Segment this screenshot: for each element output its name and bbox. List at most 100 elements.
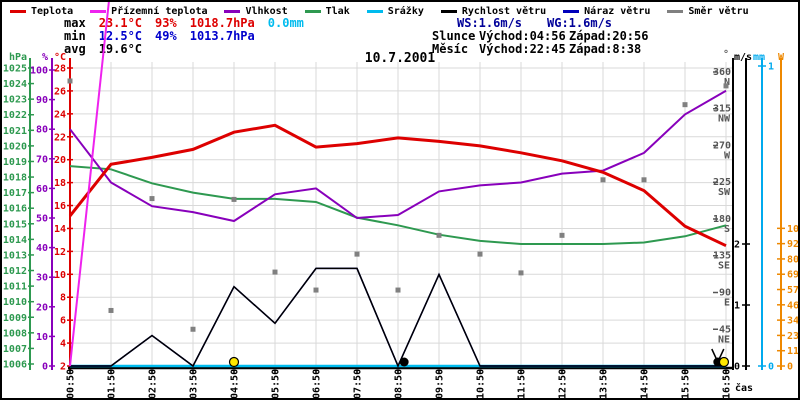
stats-row-sun: Slunce Východ:04:56 Západ:20:56	[432, 30, 648, 43]
series-n-raz-v-tru	[70, 267, 726, 368]
svg-text:115: 115	[787, 346, 800, 357]
legend-label: Přízemní teplota	[111, 6, 208, 17]
legend-swatch-vlhkost-icon	[224, 10, 241, 13]
svg-text:16: 16	[54, 201, 66, 212]
svg-text:2: 2	[734, 240, 740, 251]
legend-item-teplota: Teplota	[10, 6, 73, 17]
svg-text:6: 6	[60, 316, 66, 327]
svg-text:230: 230	[787, 331, 800, 342]
svg-text:460: 460	[787, 300, 800, 311]
gridlines	[69, 62, 733, 366]
axis-time: 00:50 01:50 02:50 03:50 04:50 05:50 06:50 07:50…	[66, 366, 753, 399]
legend-label: Srážky	[387, 6, 424, 17]
svg-text:1009: 1009	[3, 313, 27, 324]
svg-text:1010: 1010	[3, 297, 27, 308]
svg-text:1007: 1007	[3, 344, 27, 355]
svg-text:10: 10	[54, 270, 66, 281]
svg-text:0: 0	[787, 362, 793, 373]
svg-text:1019: 1019	[3, 157, 27, 168]
legend-swatch-naraz-icon	[563, 10, 580, 13]
svg-text:30: 30	[36, 273, 48, 284]
svg-text:W: W	[724, 150, 731, 161]
svg-text:575: 575	[787, 285, 800, 296]
svg-text:1024: 1024	[3, 79, 27, 90]
svg-text:09:50: 09:50	[435, 369, 446, 399]
max-temperature: 23.1°C	[98, 16, 143, 30]
stats-row-moon: Měsíc Východ:22:45 Západ:8:38	[432, 43, 648, 56]
series-sm-r-v-tru	[67, 78, 729, 332]
svg-text:12:50: 12:50	[558, 369, 569, 399]
chart-title: 10.7.2001	[364, 51, 436, 66]
svg-text:45: 45	[719, 324, 731, 335]
sun-marker-icon	[228, 356, 240, 368]
svg-text:01:50: 01:50	[107, 369, 118, 399]
svg-text:10: 10	[36, 332, 48, 343]
svg-text:8: 8	[60, 293, 66, 304]
svg-text:1014: 1014	[3, 235, 27, 246]
max-pressure: 1018.7hPa	[189, 16, 255, 30]
legend-label: Tlak	[325, 6, 350, 17]
svg-text:22: 22	[54, 132, 66, 143]
svg-text:1006: 1006	[3, 360, 27, 371]
chart-legend: Teplota Přízemní teplota Vlhkost Tlak Sr…	[10, 6, 749, 17]
series-teplota	[68, 123, 727, 248]
sunset-time: Západ:20:56	[569, 29, 649, 43]
svg-text:11:50: 11:50	[517, 369, 528, 399]
svg-text:08:50: 08:50	[394, 369, 405, 399]
svg-text:1016: 1016	[3, 204, 27, 215]
svg-text:20: 20	[54, 155, 66, 166]
min-label: min	[64, 29, 86, 43]
legend-swatch-prizemni-icon	[90, 10, 107, 13]
svg-text:20: 20	[36, 302, 48, 313]
legend-label: Náraz větru	[584, 6, 651, 17]
svg-text:90: 90	[36, 95, 48, 106]
svg-text:90: 90	[719, 287, 731, 298]
legend-label: Rychlost větru	[461, 6, 547, 17]
svg-text:1023: 1023	[3, 95, 27, 106]
legend-label: Teplota	[31, 6, 74, 17]
svg-text:06:50: 06:50	[312, 369, 323, 399]
svg-text:02:50: 02:50	[148, 369, 159, 399]
svg-text:4: 4	[60, 339, 66, 350]
svg-text:60: 60	[36, 184, 48, 195]
svg-text:NE: NE	[718, 334, 730, 345]
svg-text:14:50: 14:50	[640, 369, 651, 399]
wind-gust-max: WG:1.6m/s	[547, 16, 613, 30]
dot-marker-icon	[399, 357, 409, 367]
legend-swatch-tlak-icon	[304, 10, 321, 13]
svg-text:13:50: 13:50	[599, 369, 610, 399]
svg-text:1008: 1008	[3, 328, 27, 339]
svg-text:180: 180	[713, 214, 731, 225]
sun-marker-icon	[718, 356, 730, 368]
svg-text:360: 360	[713, 67, 731, 78]
svg-text:05:50: 05:50	[271, 369, 282, 399]
svg-text:04:50: 04:50	[230, 369, 241, 399]
sun-label: Slunce	[432, 29, 476, 43]
svg-text:03:50: 03:50	[189, 369, 200, 399]
legend-label: Vlhkost	[245, 6, 288, 17]
legend-item-naraz-vetru: Náraz větru	[563, 6, 650, 17]
sunrise-time: Východ:04:56	[479, 29, 566, 43]
series-tlak	[69, 165, 727, 245]
series-vlhkost	[69, 89, 727, 223]
svg-text:E: E	[724, 297, 730, 308]
svg-text:270: 270	[713, 140, 731, 151]
axis-radiation: W01152303454605756908059201035	[777, 52, 800, 373]
svg-text:14: 14	[54, 224, 66, 235]
svg-text:225: 225	[713, 177, 731, 188]
svg-text:10:50: 10:50	[476, 369, 487, 399]
moon-label: Měsíc	[432, 42, 469, 56]
svg-text:12: 12	[54, 247, 66, 258]
stats-astro-wind: WS:1.6m/s WG:1.6m/s Slunce Východ:04:56 Záp…	[432, 17, 648, 56]
svg-text:0: 0	[768, 362, 774, 373]
svg-text:345: 345	[787, 316, 800, 327]
svg-text:SE: SE	[718, 261, 730, 272]
svg-text:1021: 1021	[3, 126, 27, 137]
svg-text:0: 0	[42, 362, 48, 373]
min-temperature: 12.5°C	[98, 29, 143, 43]
legend-item-smer-vetru: Směr větru	[667, 6, 749, 17]
dot-marker-icon	[713, 357, 723, 367]
